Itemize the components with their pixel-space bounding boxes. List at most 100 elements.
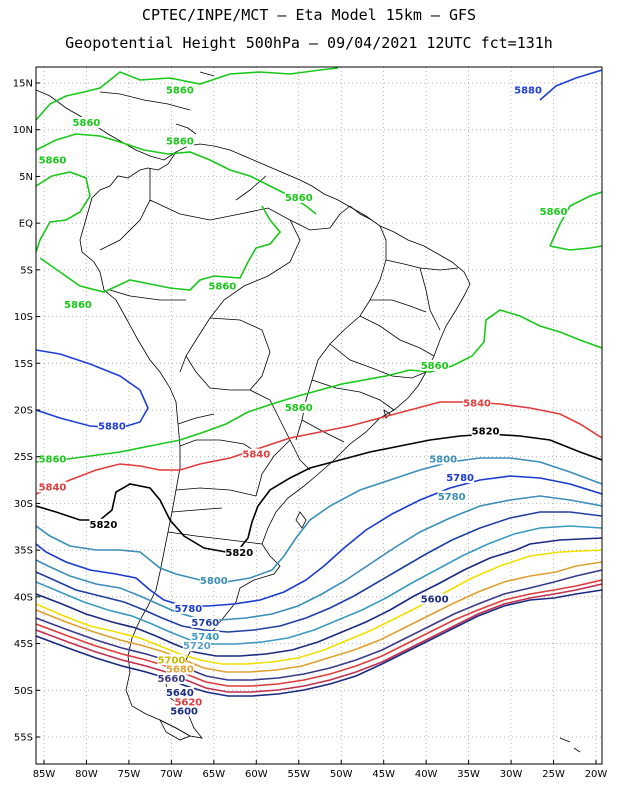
contour-label-bg xyxy=(165,84,194,96)
contour-label: 5820 xyxy=(90,520,118,531)
contour-label-bg xyxy=(165,135,194,147)
contour-label: 5660 xyxy=(157,674,185,685)
lat-tick-label: 10N xyxy=(13,125,33,136)
south-america-coastline xyxy=(79,143,471,739)
lon-tick-label: 50W xyxy=(330,769,353,780)
contour-label-bg xyxy=(284,402,313,413)
contour-label-bg xyxy=(420,593,449,605)
contour-5860-north xyxy=(36,67,339,253)
lat-tick-label: EQ xyxy=(19,219,33,230)
lon-tick-label: 30W xyxy=(500,769,523,780)
contour-label-bg xyxy=(225,546,254,558)
contour-label: 5880 xyxy=(98,422,126,433)
contour-label-bg xyxy=(437,490,466,502)
axis-ticks: 15N 10N 5N EQ 5S 10S 15S 20S 25S 30S 35S 40S 45S 50S 5… xyxy=(13,79,608,781)
contour-label: 5720 xyxy=(183,641,211,652)
contour-label-bg xyxy=(182,640,211,652)
contour-label-bg xyxy=(199,574,228,586)
contour-label-bg xyxy=(63,299,92,311)
contour-label: 5760 xyxy=(191,618,219,629)
lat-tick-label: 35S xyxy=(14,546,33,557)
contour-label-bg xyxy=(463,397,492,409)
contour-label: 5820 xyxy=(472,426,500,437)
contour-label-bg xyxy=(174,602,203,614)
map-frame xyxy=(35,66,603,765)
lon-tick-label: 35W xyxy=(457,769,480,780)
lat-tick-label: 55S xyxy=(14,733,33,744)
contour-5800 xyxy=(36,457,602,583)
contour-label: 5860 xyxy=(421,361,449,372)
contour-label-bg xyxy=(191,616,220,628)
contour-label-bg xyxy=(165,663,194,675)
map-title-line2: Geopotential Height 500hPa – 09/04/2021 … xyxy=(65,34,553,52)
lon-tick-label: 45W xyxy=(372,769,395,780)
contour-label-bg xyxy=(38,154,67,166)
contour-label-bg xyxy=(284,191,313,203)
contour-label: 5620 xyxy=(174,697,202,708)
contour-label: 5800 xyxy=(429,454,457,465)
contour-label: 5780 xyxy=(438,492,466,503)
contour-labels: 5880 5860 5860 5860 5860 5860 5860 5860 5860 5860… xyxy=(38,84,568,718)
contour-label-bg xyxy=(539,205,568,217)
contour-label-bg xyxy=(38,481,67,493)
contour-label: 5640 xyxy=(166,688,194,699)
central-america-coastline xyxy=(36,71,581,753)
contour-5760 xyxy=(36,511,602,633)
contour-label: 5860 xyxy=(73,118,101,129)
lon-tick-label: 80W xyxy=(75,769,98,780)
contour-5880-ne xyxy=(539,69,602,101)
lat-tick-label: 5N xyxy=(19,172,33,183)
contour-5880-west xyxy=(36,349,149,429)
lat-tick-label: 50S xyxy=(14,686,33,697)
contour-5640 xyxy=(36,579,602,687)
lat-tick-label: 5S xyxy=(20,265,33,276)
contour-label-bg xyxy=(97,420,126,432)
contour-5680 xyxy=(36,561,602,673)
contour-label: 5860 xyxy=(285,193,313,204)
contour-label: 5600 xyxy=(170,707,198,718)
lat-tick-label: 15N xyxy=(13,79,33,90)
lat-tick-label: 30S xyxy=(14,499,33,510)
contour-label: 5860 xyxy=(208,282,236,293)
contour-label-bg xyxy=(72,117,101,129)
contour-5720 xyxy=(36,537,602,657)
country-borders xyxy=(99,168,459,545)
lon-tick-label: 55W xyxy=(287,769,310,780)
contour-label: 5780 xyxy=(446,473,474,484)
lat-tick-label: 40S xyxy=(14,592,33,603)
contour-label: 5860 xyxy=(39,155,67,166)
contour-label: 5880 xyxy=(514,85,542,96)
contour-label: 5820 xyxy=(225,548,253,559)
contour-label-bg xyxy=(170,705,199,717)
lon-tick-label: 60W xyxy=(245,769,268,780)
lon-tick-label: 70W xyxy=(160,769,183,780)
contour-label: 5600 xyxy=(421,595,449,606)
contour-5860-south xyxy=(36,309,602,463)
contour-5820-west xyxy=(36,483,227,553)
contour-label-bg xyxy=(420,359,449,371)
contour-5740 xyxy=(36,525,602,645)
contour-5860-main xyxy=(39,205,282,293)
contour-label: 5700 xyxy=(157,655,185,666)
contour-label-bg xyxy=(174,696,203,708)
contour-label: 5840 xyxy=(39,482,67,493)
contour-5780-a xyxy=(36,475,602,607)
contour-label-bg xyxy=(191,630,220,642)
contour-label: 5860 xyxy=(39,454,67,465)
contour-label: 5800 xyxy=(200,576,228,587)
lon-tick-label: 25W xyxy=(542,769,565,780)
contour-label-bg xyxy=(38,453,67,465)
contour-label-bg xyxy=(429,453,458,465)
lon-tick-label: 40W xyxy=(415,769,438,780)
contour-label: 5840 xyxy=(463,398,491,409)
lat-tick-label: 10S xyxy=(14,312,33,323)
contour-label: 5860 xyxy=(64,300,92,311)
contour-label-bg xyxy=(165,686,194,698)
lon-tick-label: 85W xyxy=(33,769,56,780)
contour-5660 xyxy=(36,569,602,681)
contour-label: 5740 xyxy=(191,632,219,643)
lat-tick-label: 20S xyxy=(14,406,33,417)
contour-label-bg xyxy=(242,448,271,460)
contour-5840 xyxy=(36,401,602,495)
contour-label: 5860 xyxy=(285,403,313,414)
